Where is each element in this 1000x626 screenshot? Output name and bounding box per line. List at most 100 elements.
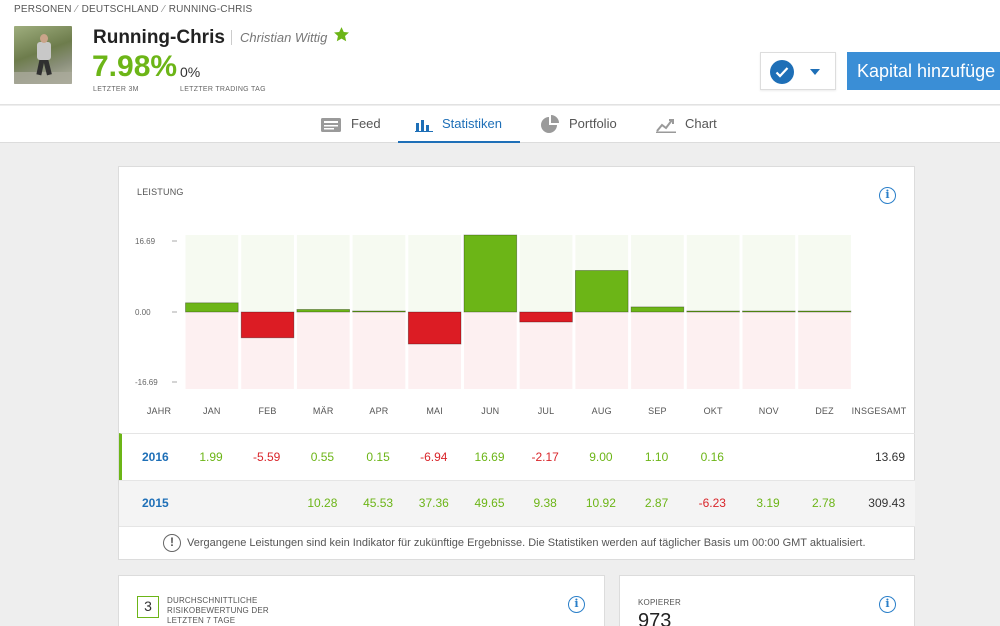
real-name: Christian Wittig	[231, 30, 327, 45]
month-value-cell: 0.55	[310, 450, 335, 464]
chart-column-bg-negative	[575, 312, 629, 389]
month-value-cell: 49.65	[474, 496, 505, 510]
chart-bar-feb[interactable]	[240, 311, 295, 339]
line-chart-icon	[656, 118, 676, 133]
breadcrumb: PERSONEN ⁄ DEUTSCHLAND ⁄ RUNNING-CHRIS	[14, 4, 252, 15]
info-icon[interactable]: i	[568, 596, 585, 613]
chart-column-bg-positive	[798, 235, 851, 312]
month-value-cell: -6.23	[698, 496, 726, 510]
month-column-header: DEZ	[815, 406, 834, 416]
chart-bar-mai[interactable]	[407, 311, 462, 345]
table-row[interactable]: 2016 1.99 -5.59 0.55 0.15 -6.94 16.69 -2.17 9.0…	[119, 433, 915, 480]
copy-dropdown-button[interactable]	[760, 52, 836, 90]
year-total: 13.69	[874, 450, 905, 464]
add-funds-button[interactable]: Kapital hinzufüge	[847, 52, 1000, 90]
tab-feed[interactable]: Feed	[320, 106, 381, 143]
month-value-cell: 16.69	[474, 450, 505, 464]
year-cell: 2015	[142, 496, 169, 510]
month-value-cell: 9.00	[589, 450, 613, 464]
month-column-header: MAI	[426, 406, 443, 416]
chart-column-bg-positive	[185, 235, 239, 312]
year-total: 309.43	[868, 496, 905, 510]
chart-column-bg-negative	[631, 312, 684, 389]
month-value-cell: 1.99	[199, 450, 223, 464]
chart-column-bg-negative	[742, 312, 796, 389]
chart-bar-jan[interactable]	[185, 302, 239, 313]
y-tick-label: -16.69	[135, 378, 158, 387]
bar-chart-icon	[415, 119, 433, 132]
chart-column-bg-negative	[185, 312, 239, 389]
tab-portfolio-label: Portfolio	[569, 116, 617, 131]
chart-bar-okt[interactable]	[686, 310, 740, 313]
table-row[interactable]: 2015 10.28 45.53 37.36 49.65 9.38 10.92 2.87 -6…	[119, 480, 915, 526]
copiers-value: 973	[638, 610, 672, 626]
chart-column-bg-positive	[742, 235, 796, 312]
chart-bar-mär[interactable]	[296, 309, 350, 313]
month-value-cell: -2.17	[531, 450, 559, 464]
month-column-header: AUG	[591, 406, 612, 416]
chart-column-bg-negative	[352, 312, 406, 389]
chart-bar-aug[interactable]	[574, 270, 629, 313]
info-icon[interactable]: i	[879, 596, 896, 613]
copiers-label: KOPIERER	[638, 598, 681, 607]
month-value-cell: -6.94	[420, 450, 448, 464]
y-tick-label: 16.69	[135, 237, 156, 246]
month-value-cell: -5.59	[253, 450, 281, 464]
risk-score-value: 3	[137, 596, 159, 618]
tab-statistiken-label: Statistiken	[442, 116, 502, 131]
tab-bar: Feed Statistiken Portfolio Chart	[0, 106, 1000, 143]
month-value-cell: 2.87	[644, 496, 669, 510]
month-column-header: JUN	[481, 406, 500, 416]
info-icon[interactable]: i	[879, 187, 896, 204]
month-column-header: OKT	[703, 406, 723, 416]
chart-column-bg-negative	[686, 312, 740, 389]
chart-column-bg-negative	[296, 312, 350, 389]
tab-portfolio[interactable]: Portfolio	[540, 106, 617, 143]
exclamation-icon: !	[163, 534, 181, 552]
tab-chart[interactable]: Chart	[656, 106, 717, 143]
gain-label: LETZTER 3M	[93, 86, 139, 93]
disclaimer-text: Vergangene Leistungen sind kein Indikato…	[187, 537, 866, 549]
chevron-down-icon	[810, 69, 820, 75]
chart-column-bg-positive	[408, 235, 461, 312]
chart-column-bg-positive	[519, 235, 573, 312]
chart-bar-apr[interactable]	[352, 310, 406, 313]
chart-bar-dez[interactable]	[797, 310, 852, 313]
month-value-cell: 10.92	[585, 496, 616, 510]
copiers-card: KOPIERER 973 i	[619, 575, 915, 626]
breadcrumb-item-deutschland[interactable]: DEUTSCHLAND	[81, 4, 159, 15]
gain-value: 7.98%	[92, 50, 178, 83]
chart-column-bg-negative	[464, 312, 517, 389]
disclaimer: ! Vergangene Leistungen sind kein Indika…	[119, 526, 915, 560]
chart-bar-sep[interactable]	[630, 306, 685, 313]
y-tick-label: 0.00	[135, 308, 151, 317]
check-icon	[770, 60, 794, 84]
year-cell: 2016	[142, 450, 169, 464]
month-value-cell: 0.15	[366, 450, 390, 464]
month-column-header: SEP	[648, 406, 667, 416]
month-column-header: APR	[369, 406, 389, 416]
month-value-cell: 10.28	[307, 496, 338, 510]
chart-bar-jul[interactable]	[519, 311, 573, 323]
chart-bar-jun[interactable]	[463, 234, 518, 313]
month-value-cell: 0.16	[700, 450, 724, 464]
feed-icon	[321, 117, 341, 132]
breadcrumb-separator: ⁄	[162, 4, 165, 15]
breadcrumb-item-running-chris: RUNNING-CHRIS	[168, 4, 253, 15]
chart-column-bg-positive	[352, 235, 406, 312]
month-value-cell: 9.38	[533, 496, 557, 510]
month-column-header: JUL	[537, 406, 555, 416]
chart-bar-nov[interactable]	[742, 310, 796, 313]
month-column-header: FEB	[258, 406, 277, 416]
performance-title: LEISTUNG	[137, 187, 184, 197]
tab-statistiken[interactable]: Statistiken	[398, 106, 520, 143]
chart-column-bg-positive	[241, 235, 294, 312]
total-column-header: INSGESAMT	[851, 406, 907, 416]
pie-chart-icon	[541, 114, 559, 133]
month-value-cell: 2.78	[812, 496, 836, 510]
popular-investor-star-icon	[334, 27, 349, 42]
profile-header: PERSONEN ⁄ DEUTSCHLAND ⁄ RUNNING-CHRIS Runni…	[0, 0, 1000, 105]
breadcrumb-item-personen[interactable]: PERSONEN	[14, 4, 72, 15]
performance-bar-chart: 16.69 0.00 -16.69	[135, 234, 852, 389]
chart-column-bg-positive	[686, 235, 740, 312]
